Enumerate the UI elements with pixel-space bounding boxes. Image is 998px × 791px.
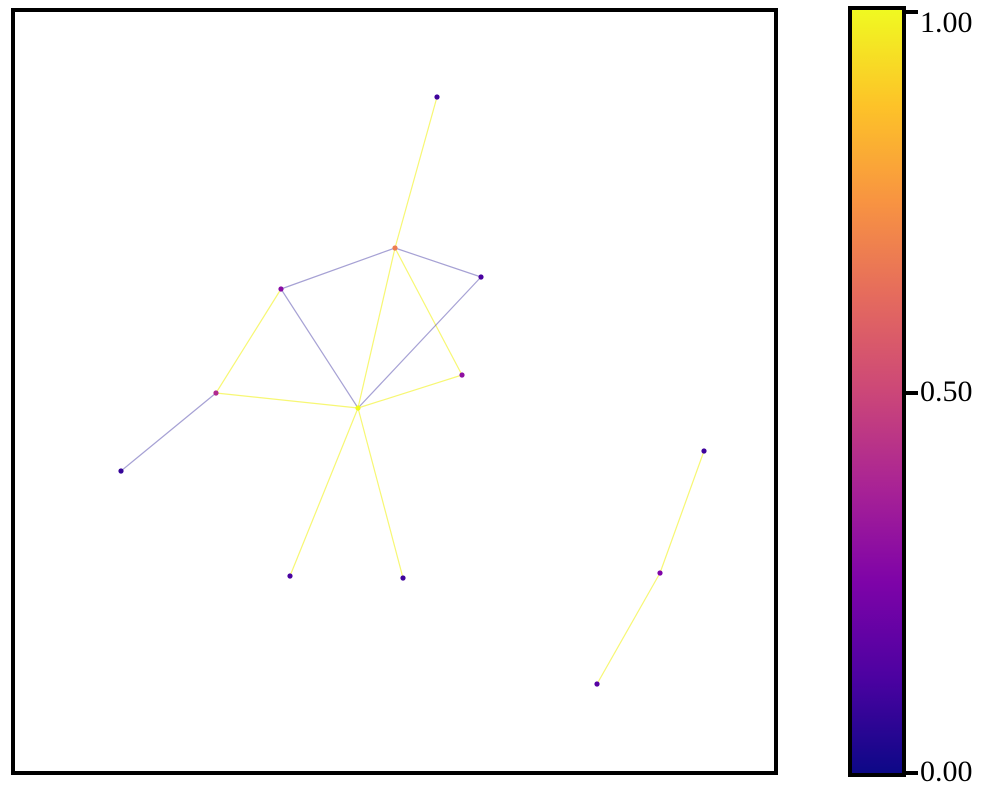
graph-edge-n5-n7 bbox=[120, 392, 217, 472]
graph-node-n4 bbox=[459, 372, 465, 378]
colorbar-tick-bottom bbox=[906, 771, 918, 775]
graph-edge-n5-n6 bbox=[215, 392, 359, 409]
colorbar-label-top: 1.00 bbox=[920, 6, 973, 39]
graph-node-n1 bbox=[392, 245, 398, 251]
graph-edge-n6-n9 bbox=[357, 407, 404, 579]
graph-node-n5 bbox=[213, 390, 219, 396]
graph-node-n11 bbox=[657, 570, 663, 576]
graph-node-n2 bbox=[278, 286, 284, 292]
graph-node-n12 bbox=[594, 681, 600, 687]
colorbar-tick-mid bbox=[906, 391, 918, 395]
graph-node-n9 bbox=[400, 575, 406, 581]
colorbar bbox=[848, 6, 906, 777]
graph-node-n7 bbox=[118, 468, 124, 474]
graph-edge-n4-n6 bbox=[357, 374, 463, 409]
graph-edge-n3-n6 bbox=[357, 276, 482, 409]
graph-edge-n10-n11 bbox=[659, 450, 705, 574]
graph-node-n6 bbox=[355, 405, 361, 411]
graph-edge-n1-n6 bbox=[357, 247, 396, 409]
graph-edge-n2-n5 bbox=[215, 288, 282, 394]
graph-edge-n6-n8 bbox=[289, 407, 359, 577]
graph-node-n3 bbox=[478, 274, 484, 280]
graph-edge-n1-n3 bbox=[394, 247, 482, 278]
edges-layer bbox=[120, 96, 705, 685]
colorbar-label-bottom: 0.00 bbox=[920, 755, 973, 788]
graph-edge-n1-n2 bbox=[280, 247, 396, 290]
graph-edge-n2-n6 bbox=[280, 288, 359, 409]
nodes-layer bbox=[118, 94, 707, 687]
graph-edge-n11-n12 bbox=[596, 572, 661, 685]
plot-area bbox=[11, 8, 778, 775]
graph-node-n0 bbox=[434, 94, 440, 100]
graph-node-n10 bbox=[701, 448, 707, 454]
colorbar-gradient bbox=[852, 10, 902, 773]
colorbar-tick-top bbox=[906, 10, 918, 14]
colorbar-label-mid: 0.50 bbox=[920, 375, 973, 408]
graph-edge-n0-n1 bbox=[394, 96, 438, 249]
graph-edge-n1-n4 bbox=[394, 247, 463, 376]
graph-node-n8 bbox=[287, 573, 293, 579]
